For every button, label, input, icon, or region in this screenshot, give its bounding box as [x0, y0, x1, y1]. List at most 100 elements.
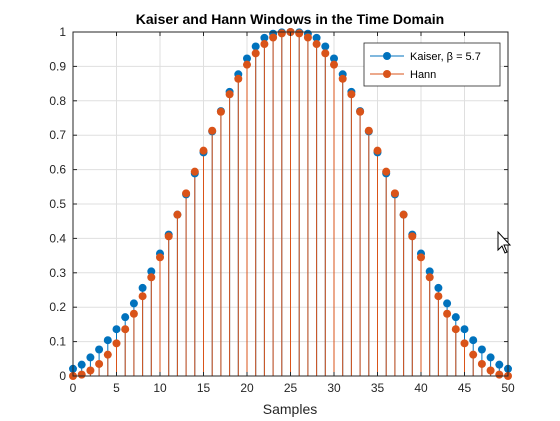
kaiser-marker	[469, 336, 478, 345]
hann-marker	[312, 40, 321, 49]
hann-marker	[260, 40, 269, 49]
y-tick-label: 0.5	[49, 197, 66, 211]
y-tick-label: 0.1	[49, 335, 66, 349]
hann-marker	[330, 60, 338, 69]
y-tick-label: 0.8	[49, 94, 66, 108]
y-tick-label: 0.6	[49, 163, 66, 177]
hann-marker	[225, 90, 234, 99]
y-tick-label: 1	[59, 25, 66, 39]
hann-marker	[156, 253, 164, 262]
legend-box	[363, 42, 501, 87]
kaiser-marker	[121, 313, 130, 322]
hann-marker	[356, 107, 365, 116]
hann-marker	[425, 273, 434, 282]
kaiser-marker	[95, 345, 104, 354]
kaiser-marker	[77, 360, 86, 369]
x-tick-label: 50	[501, 381, 515, 395]
kaiser-marker	[425, 267, 434, 276]
hann-marker	[182, 189, 191, 198]
x-tick-label: 35	[371, 381, 385, 395]
kaiser-marker	[486, 353, 495, 362]
y-tick-label: 0.2	[49, 300, 66, 314]
mouse-cursor-icon	[497, 230, 512, 254]
legend-kaiser-marker	[383, 52, 391, 60]
kaiser-marker	[112, 325, 121, 334]
y-axis-ticks: 0 0.1 0.2 0.3 0.4 0.5 0.6 0.7 0.8 0.9 1	[49, 25, 508, 383]
kaiser-marker	[147, 267, 156, 276]
kaiser-marker	[260, 33, 269, 42]
x-tick-label: 20	[240, 381, 254, 395]
hann-marker	[460, 339, 469, 348]
chart-title: Kaiser and Hann Windows in the Time Doma…	[136, 11, 444, 27]
kaiser-marker	[434, 283, 443, 292]
kaiser-marker	[495, 360, 504, 369]
hann-marker	[408, 232, 417, 241]
hann-marker	[434, 292, 443, 301]
legend-hann-label: Hann	[410, 69, 436, 81]
x-tick-label: 45	[458, 381, 472, 395]
kaiser-marker	[103, 336, 112, 345]
hann-marker	[103, 350, 112, 359]
y-tick-label: 0.3	[49, 266, 66, 280]
kaiser-marker	[443, 299, 452, 308]
x-tick-label: 10	[153, 381, 167, 395]
x-axis-label: Samples	[263, 401, 317, 417]
kaiser-marker	[451, 313, 460, 322]
hann-marker	[121, 325, 130, 334]
hann-marker	[399, 210, 408, 219]
hann-marker	[234, 74, 243, 83]
x-tick-label: 30	[327, 381, 341, 395]
hann-marker	[147, 273, 156, 282]
kaiser-marker	[251, 42, 260, 51]
legend: Kaiser, β = 5.7 Hann	[363, 42, 501, 87]
x-tick-label: 0	[70, 381, 77, 395]
x-tick-label: 5	[113, 381, 120, 395]
stem-lines	[72, 32, 509, 376]
kaiser-marker	[129, 299, 138, 308]
hann-marker	[77, 370, 86, 379]
y-tick-label: 0.4	[49, 231, 66, 245]
hann-marker	[347, 90, 356, 99]
legend-kaiser-label: Kaiser, β = 5.7	[410, 51, 481, 63]
kaiser-marker	[243, 54, 251, 63]
hann-marker	[443, 309, 452, 318]
hann-marker	[495, 370, 504, 379]
kaiser-marker	[86, 353, 95, 362]
legend-hann-marker	[383, 70, 391, 78]
hann-marker	[164, 232, 173, 241]
kaiser-marker	[330, 54, 338, 63]
kaiser-marker	[312, 33, 321, 42]
kaiser-marker	[138, 283, 147, 292]
hann-marker	[364, 126, 373, 135]
hann-marker	[417, 253, 425, 262]
hann-marker	[269, 33, 278, 42]
hann-marker	[243, 60, 251, 69]
hann-marker	[138, 292, 147, 301]
hann-marker	[129, 309, 138, 318]
x-axis-ticks: 0 5 10 15 20 25 30 35 40 45 50	[70, 32, 515, 395]
kaiser-marker	[321, 42, 330, 51]
x-tick-label: 15	[197, 381, 211, 395]
y-tick-label: 0.9	[49, 59, 66, 73]
hann-marker	[451, 325, 460, 334]
hann-marker	[208, 126, 217, 135]
hann-marker	[373, 146, 382, 155]
hann-marker	[173, 210, 182, 219]
hann-marker	[190, 167, 199, 176]
y-tick-label: 0	[59, 369, 66, 383]
hann-marker	[303, 33, 312, 42]
stem-markers	[69, 28, 512, 380]
hann-marker	[251, 49, 260, 58]
hann-marker	[390, 189, 399, 198]
hann-marker	[477, 359, 486, 368]
hann-marker	[199, 146, 208, 155]
y-tick-label: 0.7	[49, 128, 66, 142]
hann-marker	[112, 339, 121, 348]
kaiser-marker	[477, 345, 486, 354]
x-tick-label: 40	[414, 381, 428, 395]
hann-marker	[469, 350, 478, 359]
x-tick-label: 25	[284, 381, 298, 395]
hann-marker	[86, 366, 95, 375]
